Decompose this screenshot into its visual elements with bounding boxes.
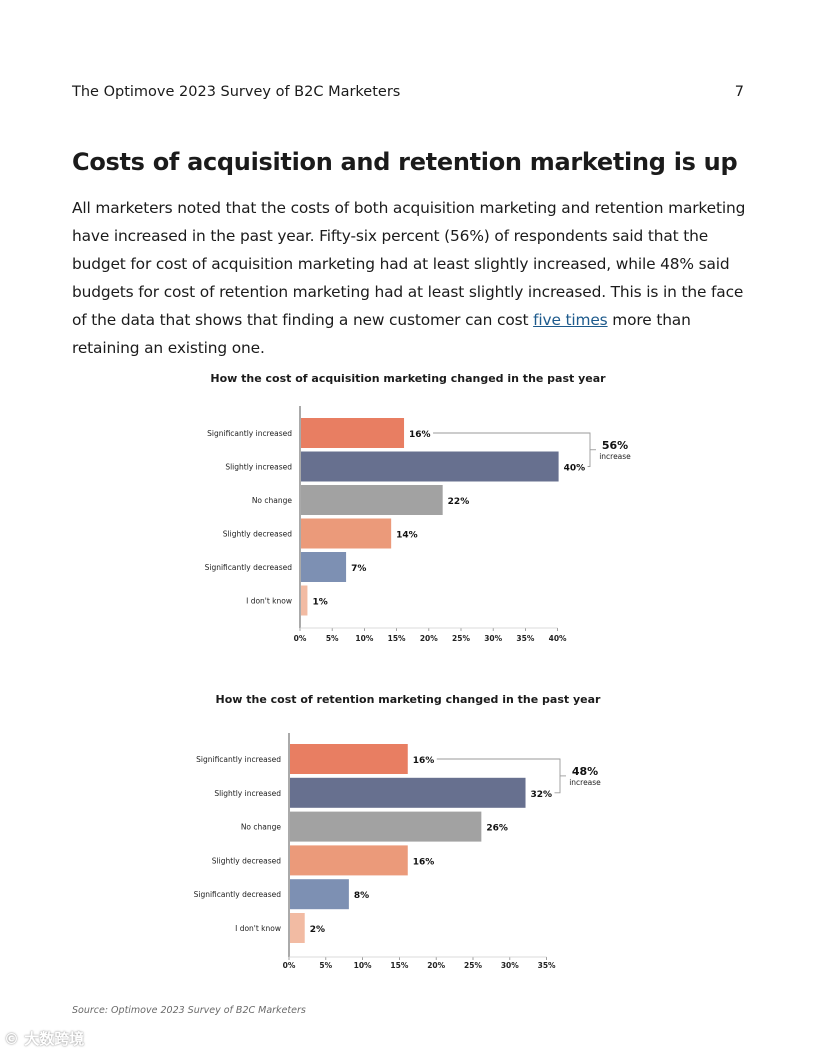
data-label: 8% bbox=[354, 891, 369, 901]
running-header: The Optimove 2023 Survey of B2C Marketer… bbox=[72, 84, 744, 100]
x-tick-label: 25% bbox=[464, 961, 482, 970]
x-tick-label: 5% bbox=[326, 634, 339, 643]
x-tick-label: 15% bbox=[388, 634, 406, 643]
x-tick-label: 0% bbox=[283, 961, 296, 970]
x-tick-label: 5% bbox=[319, 961, 332, 970]
bar-significantly-increased bbox=[290, 744, 408, 774]
category-label: I don't know bbox=[235, 924, 281, 933]
body-paragraph: All marketers noted that the costs of bo… bbox=[72, 194, 752, 362]
data-label: 22% bbox=[448, 497, 470, 507]
x-tick-label: 20% bbox=[420, 634, 438, 643]
acquisition-chart-title: How the cost of acquisition marketing ch… bbox=[210, 372, 606, 385]
bar-i-don-t-know bbox=[301, 585, 308, 616]
category-label: Slightly increased bbox=[225, 463, 292, 472]
page-number: 7 bbox=[734, 84, 744, 100]
annotation-value: 48% bbox=[572, 765, 598, 778]
x-tick-label: 0% bbox=[294, 634, 307, 643]
retention-cost-chart: 0% 5% 10% 15% 20% 25% 30% 35% Significantly incr… bbox=[194, 733, 601, 970]
data-label: 40% bbox=[564, 464, 586, 474]
category-label: Slightly increased bbox=[214, 789, 281, 798]
data-label: 2% bbox=[310, 925, 325, 935]
x-tick-label: 15% bbox=[390, 961, 408, 970]
category-label: I don't know bbox=[246, 597, 292, 606]
bar-significantly-decreased bbox=[290, 879, 349, 910]
annotation-label: increase bbox=[599, 452, 631, 461]
bar-significantly-increased bbox=[301, 418, 405, 448]
watermark-logo: © 大数跨境 bbox=[4, 1030, 85, 1048]
bar-no-change bbox=[301, 485, 443, 515]
paragraph-text-before-link: All marketers noted that the costs of bo… bbox=[72, 199, 746, 329]
data-label: 26% bbox=[486, 824, 508, 834]
data-label: 1% bbox=[312, 598, 327, 608]
paragraph-text-after-link: more than retaining an existing one. bbox=[72, 311, 691, 357]
category-label: Slightly decreased bbox=[223, 530, 292, 539]
category-label: Significantly decreased bbox=[194, 890, 282, 899]
data-label: 14% bbox=[396, 531, 418, 541]
bar-slightly-increased bbox=[290, 777, 526, 808]
data-label: 16% bbox=[413, 857, 435, 867]
data-label: 7% bbox=[351, 564, 366, 574]
x-tick-label: 35% bbox=[516, 634, 534, 643]
category-label: Significantly increased bbox=[196, 755, 281, 764]
data-label: 16% bbox=[413, 756, 435, 766]
annotation-label: increase bbox=[569, 778, 601, 787]
source-note: Source: Optimove 2023 Survey of B2C Mark… bbox=[72, 1005, 306, 1016]
data-label: 16% bbox=[409, 430, 431, 440]
category-label: Slightly decreased bbox=[212, 856, 281, 865]
acquisition-cost-chart: 0% 5% 10% 15% 20% 25% 30% 35% 40% Significantly i… bbox=[205, 406, 631, 643]
bar-significantly-decreased bbox=[301, 552, 347, 582]
x-tick-label: 10% bbox=[355, 634, 373, 643]
bar-slightly-increased bbox=[301, 451, 559, 482]
x-tick-label: 35% bbox=[538, 961, 556, 970]
five-times-link[interactable]: five times bbox=[533, 311, 608, 329]
x-tick-label: 20% bbox=[427, 961, 445, 970]
bar-slightly-decreased bbox=[290, 845, 408, 876]
category-label: No change bbox=[252, 496, 293, 505]
x-tick-label: 30% bbox=[484, 634, 502, 643]
report-title: The Optimove 2023 Survey of B2C Marketer… bbox=[72, 84, 401, 100]
x-tick-label: 40% bbox=[549, 634, 567, 643]
x-tick-label: 30% bbox=[501, 961, 519, 970]
category-label: Significantly increased bbox=[207, 429, 292, 438]
x-tick-label: 10% bbox=[354, 961, 372, 970]
x-tick-label: 25% bbox=[452, 634, 470, 643]
data-label: 32% bbox=[531, 790, 553, 800]
annotation-value: 56% bbox=[602, 439, 628, 452]
bar-i-don-t-know bbox=[290, 913, 305, 943]
page-title: Costs of acquisition and retention marke… bbox=[72, 148, 738, 176]
category-label: No change bbox=[241, 823, 282, 832]
bar-no-change bbox=[290, 811, 482, 842]
retention-chart-title: How the cost of retention marketing chan… bbox=[215, 693, 601, 706]
category-label: Significantly decreased bbox=[205, 563, 293, 572]
bar-slightly-decreased bbox=[301, 518, 392, 549]
